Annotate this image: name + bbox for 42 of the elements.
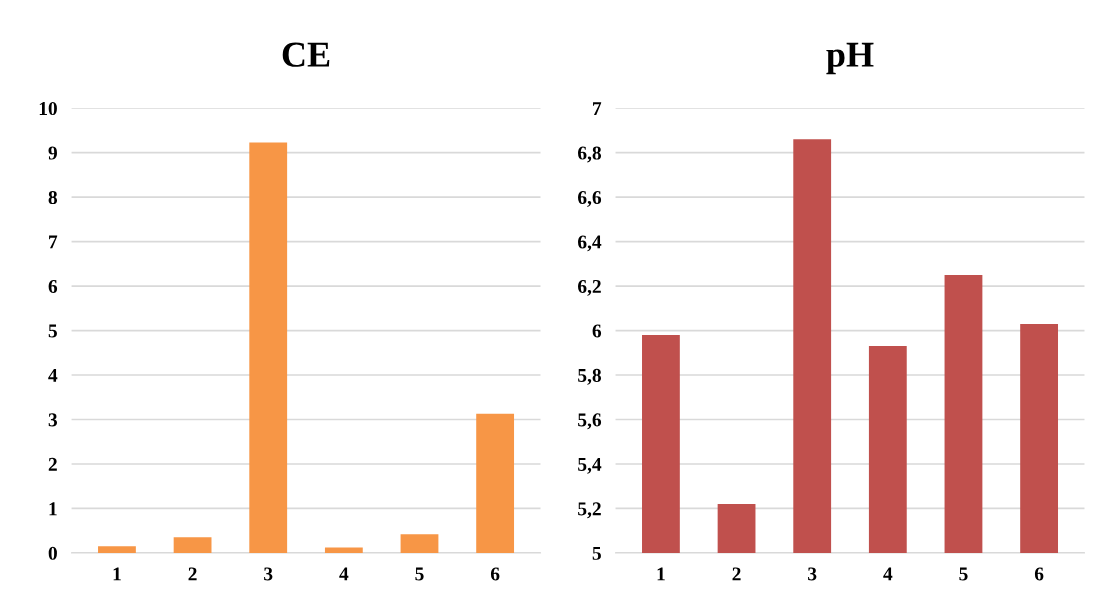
y-tick-label: 10 xyxy=(39,102,57,116)
y-tick-label: 1 xyxy=(49,502,57,516)
y-tick-label: 4 xyxy=(48,368,58,382)
y-tick-label: 5,4 xyxy=(578,457,602,474)
y-tick-label: 7 xyxy=(49,235,58,249)
y-tick-label: 6 xyxy=(48,279,58,294)
y-tick-label: 6,2 xyxy=(578,279,601,296)
y-tick-label: 5,8 xyxy=(578,368,602,385)
x-tick-label: 1 xyxy=(113,567,121,581)
bar xyxy=(173,537,212,553)
x-tick-label: 3 xyxy=(264,567,273,581)
x-tick-label: 3 xyxy=(808,567,817,581)
x-tick-label: 4 xyxy=(883,567,893,581)
bar xyxy=(98,546,136,553)
x-tick-label: 2 xyxy=(732,567,741,581)
y-tick-label: 6,4 xyxy=(578,235,602,252)
y-tick-label: 9 xyxy=(48,146,57,160)
x-tick-label: 4 xyxy=(339,567,349,581)
y-tick-label: 6 xyxy=(592,324,602,338)
y-tick-label: 5 xyxy=(48,324,57,338)
y-tick-label: 0 xyxy=(48,546,57,560)
x-tick-label: 5 xyxy=(415,567,424,581)
y-tick-label: 3 xyxy=(48,413,58,427)
y-tick-label: 6,8 xyxy=(578,146,602,163)
y-tick-label: 5 xyxy=(592,546,601,560)
bar xyxy=(476,413,515,553)
x-tick-label: 1 xyxy=(657,567,665,581)
bar xyxy=(324,547,363,553)
x-tick-label: 6 xyxy=(1034,567,1044,581)
x-tick-label: 5 xyxy=(959,567,968,581)
y-tick-label: 7 xyxy=(593,102,602,115)
y-tick-label: 5,2 xyxy=(578,502,601,519)
bar xyxy=(249,142,288,553)
y-tick-label: 2 xyxy=(48,457,57,471)
y-tick-label: 5,6 xyxy=(578,413,602,430)
chart-title: CE xyxy=(282,42,330,67)
chart-title: pH xyxy=(826,42,874,75)
y-tick-label: 8 xyxy=(48,190,58,205)
x-tick-label: 6 xyxy=(490,567,500,581)
x-tick-label: 2 xyxy=(188,567,197,581)
bar xyxy=(400,534,439,553)
y-tick-label: 6,6 xyxy=(578,191,602,207)
